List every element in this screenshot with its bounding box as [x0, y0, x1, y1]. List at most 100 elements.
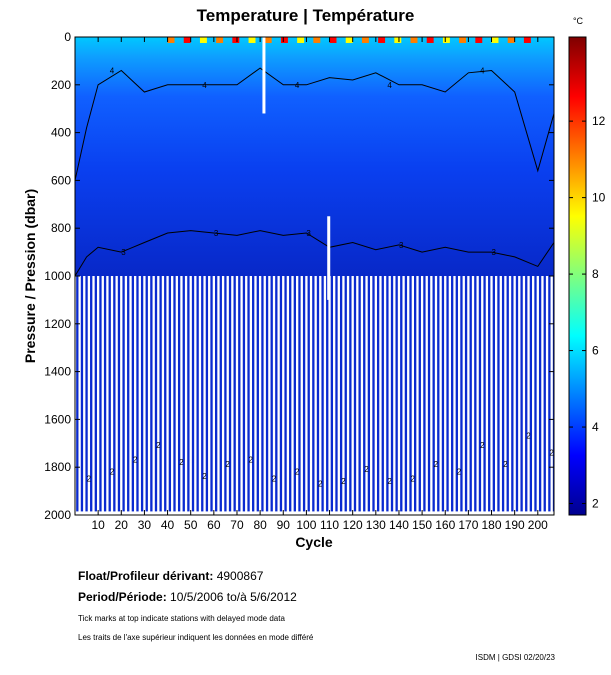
surface-warm-patch [475, 37, 483, 43]
contour-label-2: 2 [434, 460, 439, 469]
delayed-mode-note-fr: Les traits de l'axe supérieur indiquent … [78, 633, 314, 642]
deep-profile-column [483, 276, 486, 512]
y-tick-label: 0 [64, 30, 71, 44]
deep-profile-column [488, 276, 491, 512]
y-axis-label: Pressure / Pression (dbar) [22, 189, 38, 363]
deep-profile-column [238, 276, 241, 512]
x-tick-label: 20 [115, 518, 129, 532]
colorbar [568, 36, 587, 516]
deep-profile-column [446, 276, 449, 512]
deep-profile-column [90, 276, 93, 512]
deep-profile-column [390, 276, 394, 512]
deep-profile-column [168, 276, 172, 512]
surface-warm-patch [394, 37, 402, 43]
x-axis: 10 20 30 40 50 60 70 80 90 100 110 120 130 140 150 160 1… [91, 37, 548, 532]
deep-profile-column [182, 276, 185, 512]
contour-label-2: 2 [549, 448, 554, 457]
x-tick-label: 180 [482, 518, 502, 532]
contour-label-3: 3 [492, 248, 497, 257]
deep-profile-column [201, 276, 204, 512]
deep-profile-column [474, 276, 477, 512]
surface-warm-patch [280, 37, 288, 43]
contour-label-2: 2 [225, 460, 230, 469]
x-tick-label: 120 [343, 518, 363, 532]
deep-profile-column [187, 276, 190, 512]
surface-warm-patch [199, 37, 207, 43]
deep-profile-column [298, 276, 301, 512]
isotherm-4-line [75, 67, 554, 181]
deep-profile-column [349, 276, 352, 512]
contour-label-2: 2 [480, 441, 485, 450]
x-tick-label: 190 [505, 518, 525, 532]
deep-profile-column [247, 276, 250, 512]
deep-profile-column [136, 276, 139, 512]
deep-profile-column [131, 276, 135, 512]
deep-profile-column [552, 276, 554, 512]
contour-label-3: 3 [399, 241, 404, 250]
deep-profile-column [159, 276, 162, 512]
contour-label-4: 4 [110, 66, 115, 75]
x-tick-label: 170 [458, 518, 478, 532]
deep-profile-column [233, 276, 236, 512]
contour-label-2: 2 [249, 455, 254, 464]
deep-profile-column [108, 276, 111, 512]
contour-label-4: 4 [387, 81, 392, 90]
deep-profile-column [256, 276, 259, 512]
contour-label-2: 2 [411, 475, 416, 484]
x-axis-label: Cycle [295, 534, 333, 550]
float-label: Float/Profileur dérivant: [78, 569, 214, 583]
deep-profile-column [455, 276, 458, 512]
contour-label-2: 2 [202, 472, 207, 481]
period-label: Period/Période: [78, 590, 167, 604]
y-axis: 0 200 400 600 800 1000 1200 1400 1600 1800 2000 [44, 30, 554, 522]
contour-label-2: 2 [364, 465, 369, 474]
colorbar-tick-label: 4 [592, 420, 599, 434]
contour-label-2: 2 [526, 432, 531, 441]
surface-warm-patch [313, 37, 321, 43]
deep-profile-column [414, 276, 417, 512]
deep-profile-column [404, 276, 408, 512]
y-tick-label: 1800 [44, 460, 71, 474]
deep-profile-column [464, 276, 468, 512]
period-line: Period/Période: 10/5/2006 to/à 5/6/2012 [78, 590, 297, 604]
deep-profile-column [145, 276, 148, 512]
deep-profile-column [80, 276, 84, 512]
surface-warm-patch [442, 37, 450, 43]
deep-profile-column [538, 276, 542, 512]
deep-profile-column [312, 276, 315, 512]
deep-profile-column [326, 276, 329, 512]
deep-profile-column [307, 276, 310, 512]
deep-profile-column [127, 276, 130, 512]
data-gap [327, 216, 331, 300]
deep-profile-column [224, 276, 227, 512]
deep-profile-column [150, 276, 153, 512]
deep-profile-column [177, 276, 181, 512]
deep-profile-column [122, 276, 125, 512]
surface-warm-patch [491, 37, 499, 43]
deep-profile-column [293, 276, 296, 512]
x-tick-label: 40 [161, 518, 175, 532]
deep-profile-column [478, 276, 482, 512]
credit-stamp: ISDM | GDSI 02/20/23 [475, 653, 555, 662]
deep-profile-column [219, 276, 222, 512]
contour-label-2: 2 [341, 477, 346, 486]
x-tick-label: 80 [253, 518, 267, 532]
surface-warm-patch [361, 37, 369, 43]
deep-profile-column [284, 276, 287, 512]
contour-label-4: 4 [480, 66, 485, 75]
deep-profile-column [437, 276, 440, 512]
x-tick-label: 140 [389, 518, 409, 532]
deep-profile-column [548, 276, 551, 512]
deep-profile-column [339, 276, 343, 512]
deep-profile-column [423, 276, 426, 512]
contour-label-2: 2 [457, 467, 462, 476]
colorbar-ticks: 2 4 6 8 10 12 [569, 114, 606, 511]
deep-profile-column [154, 276, 158, 512]
x-tick-label: 90 [277, 518, 291, 532]
surface-warm-patch [523, 37, 531, 43]
contour-label-2: 2 [133, 455, 138, 464]
deep-profile-column [289, 276, 292, 512]
surface-warm-patch [410, 37, 418, 43]
deep-profile-column [409, 276, 412, 512]
